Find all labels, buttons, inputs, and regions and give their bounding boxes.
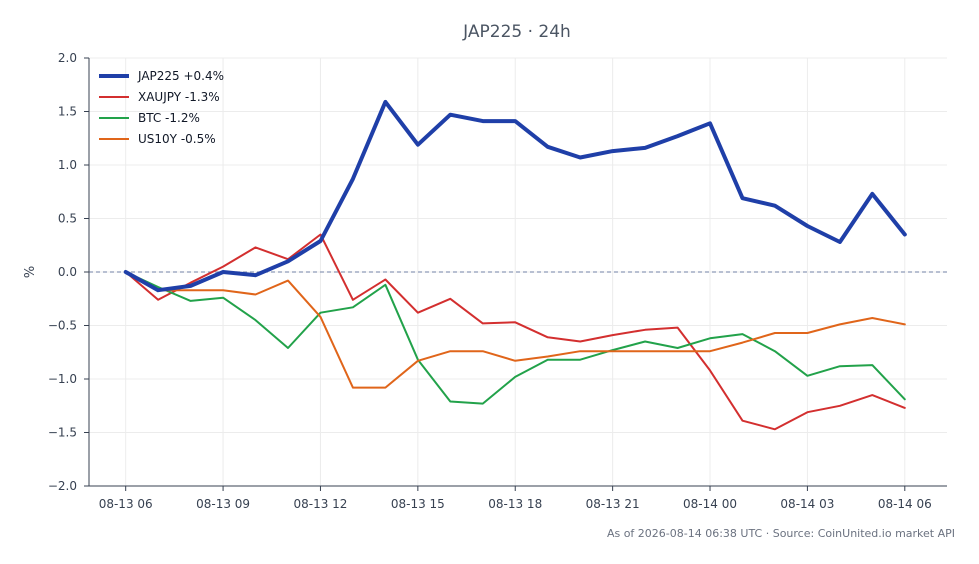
y-tick-label: 1.0 xyxy=(58,158,77,172)
x-tick-label: 08-13 15 xyxy=(391,497,445,511)
x-tick-label: 08-13 06 xyxy=(99,497,153,511)
chart-title: JAP225 · 24h xyxy=(462,22,571,42)
x-tick-label: 08-13 12 xyxy=(293,497,347,511)
legend-label-btc: BTC -1.2% xyxy=(138,111,200,125)
footer-note: As of 2026-08-14 06:38 UTC · Source: Coi… xyxy=(607,527,955,540)
series-line-us10y xyxy=(124,271,906,389)
y-tick-label: 0.5 xyxy=(58,212,77,226)
legend-label-jap225: JAP225 +0.4% xyxy=(137,69,224,83)
x-tick-label: 08-14 03 xyxy=(780,497,834,511)
x-tick-label: 08-14 00 xyxy=(683,497,737,511)
x-tick-label: 08-13 18 xyxy=(488,497,542,511)
y-tick-label: 1.5 xyxy=(58,105,77,119)
legend: JAP225 +0.4% XAUJPY -1.3% BTC -1.2% US10Y -… xyxy=(99,69,224,146)
legend-label-us10y: US10Y -0.5% xyxy=(138,132,216,146)
series-line-xaujpy xyxy=(124,233,906,431)
x-tick-label: 08-13 21 xyxy=(586,497,640,511)
y-tick-label: −1.0 xyxy=(48,372,77,386)
legend-label-xaujpy: XAUJPY -1.3% xyxy=(138,90,220,104)
ticks: 2.0 1.5 1.0 0.5 0.0 −0.5 −1.0 −1.5 −2.0 08-13 06 0… xyxy=(48,51,932,511)
y-tick-label: 2.0 xyxy=(58,51,77,65)
y-tick-label: −1.5 xyxy=(48,426,77,440)
y-axis-label: % xyxy=(23,266,38,278)
y-tick-label: −0.5 xyxy=(48,319,77,333)
series-line-btc xyxy=(124,271,906,405)
x-tick-label: 08-14 06 xyxy=(878,497,932,511)
y-tick-label: 0.0 xyxy=(58,265,77,279)
series-line-jap225 xyxy=(123,99,907,293)
series-layer xyxy=(123,99,907,431)
x-tick-label: 08-13 09 xyxy=(196,497,250,511)
y-tick-label: −2.0 xyxy=(48,479,77,493)
